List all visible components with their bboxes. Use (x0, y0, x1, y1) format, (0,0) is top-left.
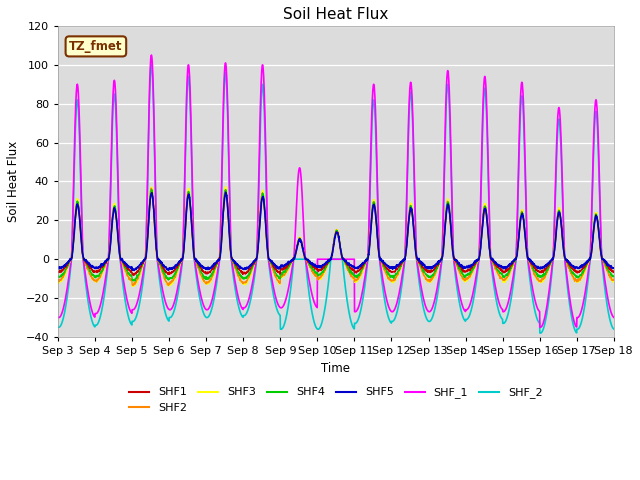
Title: Soil Heat Flux: Soil Heat Flux (283, 7, 388, 22)
Y-axis label: Soil Heat Flux: Soil Heat Flux (7, 141, 20, 222)
X-axis label: Time: Time (321, 361, 350, 374)
Legend: SHF1, SHF2, SHF3, SHF4, SHF5, SHF_1, SHF_2: SHF1, SHF2, SHF3, SHF4, SHF5, SHF_1, SHF… (125, 383, 547, 418)
Text: TZ_fmet: TZ_fmet (69, 40, 123, 53)
